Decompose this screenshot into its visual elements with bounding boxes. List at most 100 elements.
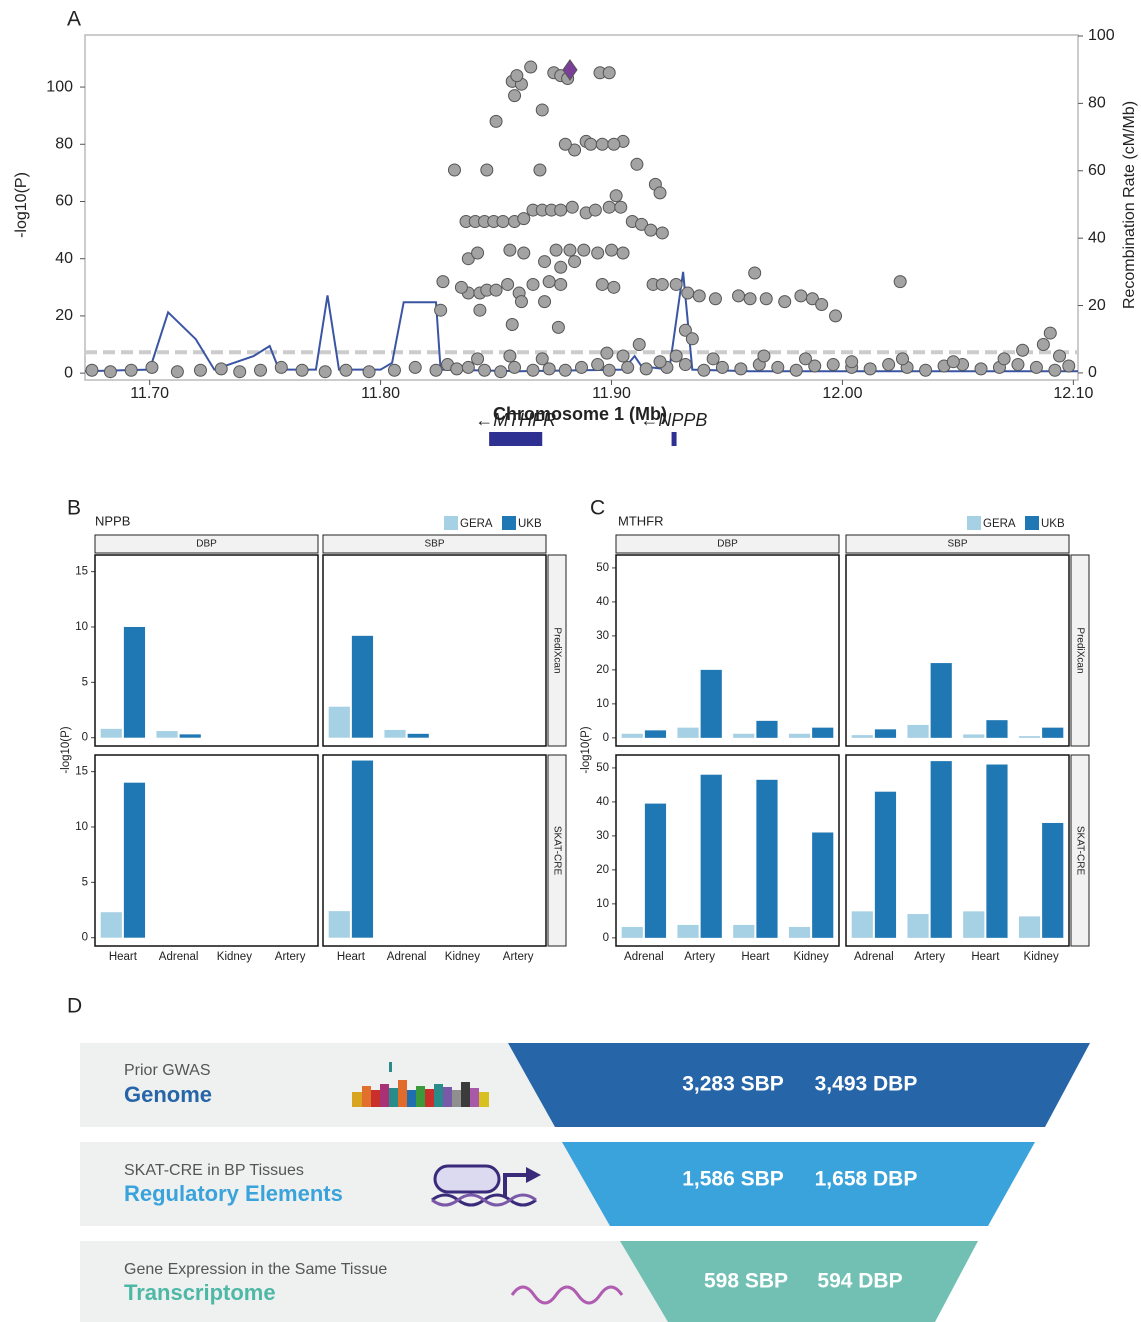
bar <box>328 706 350 738</box>
tier-shape <box>562 1142 1035 1226</box>
legend-label: GERA <box>460 518 493 530</box>
legend-label: GERA <box>983 518 1016 530</box>
plot-frame <box>84 34 1079 381</box>
snp-point <box>471 352 485 366</box>
snp-point <box>489 283 503 297</box>
funnel: Prior GWAS Genome 3,283 SBP 3,493 DBP SK… <box>80 1043 1090 1322</box>
wave-icon <box>510 1285 624 1305</box>
snp-point <box>170 365 184 379</box>
snp-point <box>692 289 706 303</box>
bar <box>756 720 778 738</box>
bar <box>851 735 873 738</box>
strip-label: DBP <box>196 539 217 550</box>
snp-point <box>508 89 522 103</box>
x-tick-label: Adrenal <box>387 951 427 963</box>
y-tick-label: 15 <box>75 566 88 578</box>
y2-tick-label: 100 <box>1088 27 1115 44</box>
y-tick-label: 40 <box>55 250 73 267</box>
tier-count: 594 DBP <box>817 1270 902 1293</box>
snp-point <box>632 338 646 352</box>
bar <box>851 911 873 938</box>
snp-point <box>732 289 746 303</box>
tier-title: Transcriptome <box>124 1280 276 1305</box>
snp-point <box>429 363 443 377</box>
x-tick-label: 11.80 <box>361 385 400 402</box>
snp-point <box>124 363 138 377</box>
x-tick-label: Kidney <box>1024 951 1059 963</box>
snp-point <box>480 163 494 177</box>
snp-point <box>362 365 376 379</box>
snp-point <box>882 358 896 372</box>
y-tick-label: 20 <box>55 307 73 324</box>
snp-point <box>808 359 822 373</box>
snp-point <box>1062 359 1076 373</box>
snp-point <box>946 355 960 369</box>
snp-point <box>103 365 117 379</box>
snp-point <box>893 275 907 289</box>
tier-title: Genome <box>124 1082 212 1107</box>
y-tick-label: 100 <box>46 78 73 95</box>
bar <box>874 791 897 938</box>
bar <box>123 626 146 738</box>
snp-point <box>616 349 630 363</box>
snp-point <box>697 363 711 377</box>
snp-point <box>607 137 621 151</box>
x-tick-label: Heart <box>337 951 366 963</box>
snp-point <box>1029 360 1043 374</box>
snp-point <box>85 363 99 377</box>
snp-point <box>605 243 619 257</box>
snp-point <box>461 252 475 266</box>
snp-point <box>563 243 577 257</box>
bar <box>1018 916 1041 938</box>
y-tick-label: 15 <box>75 766 88 778</box>
strip-label: PrediXcan <box>551 627 562 673</box>
strip-label: SBP <box>947 539 967 550</box>
snp-point <box>554 277 568 291</box>
snp-point <box>607 280 621 294</box>
y-tick-label: 60 <box>55 193 73 210</box>
snp-point <box>193 363 207 377</box>
snp-point <box>715 360 729 374</box>
y-tick-label: 0 <box>603 932 609 944</box>
y2-tick-label: 80 <box>1088 95 1106 112</box>
legend-label: UKB <box>518 518 542 530</box>
snp-point <box>595 277 609 291</box>
y-tick-label: 10 <box>75 621 88 633</box>
snp-point <box>568 143 582 157</box>
tier-title: Regulatory Elements <box>124 1181 343 1206</box>
y-tick-label: 40 <box>596 796 609 808</box>
panel-title: NPPB <box>95 513 130 528</box>
snp-point <box>678 358 692 372</box>
snp-point <box>734 362 748 376</box>
x-tick-label: 12.00 <box>822 385 862 402</box>
y2-tick-label: 60 <box>1088 162 1106 179</box>
bar <box>621 926 643 938</box>
bar <box>930 761 952 938</box>
manhattan-icon <box>352 1062 489 1107</box>
tier-count: 598 SBP <box>704 1270 788 1293</box>
bar <box>756 779 778 938</box>
snp-point <box>408 360 422 374</box>
bar <box>812 832 834 938</box>
bar <box>986 720 1008 738</box>
snp-point <box>794 289 808 303</box>
panel-frame <box>322 754 547 947</box>
snp-point <box>295 363 309 377</box>
snp-point <box>669 349 683 363</box>
snp-point <box>489 114 503 128</box>
snp-point <box>318 365 332 379</box>
snp-point <box>496 215 510 229</box>
x-tick-label: Adrenal <box>854 951 894 963</box>
snp-point <box>635 217 649 231</box>
bar <box>1018 736 1041 738</box>
x-tick-label: 11.90 <box>592 385 631 402</box>
bar <box>156 731 178 738</box>
panel-frame <box>94 554 319 747</box>
bar <box>930 663 952 738</box>
bar <box>407 733 429 738</box>
snp-point <box>771 360 785 374</box>
snp-point <box>233 365 247 379</box>
panel-frame <box>322 554 547 747</box>
snp-point <box>503 349 517 363</box>
bar <box>179 734 201 738</box>
